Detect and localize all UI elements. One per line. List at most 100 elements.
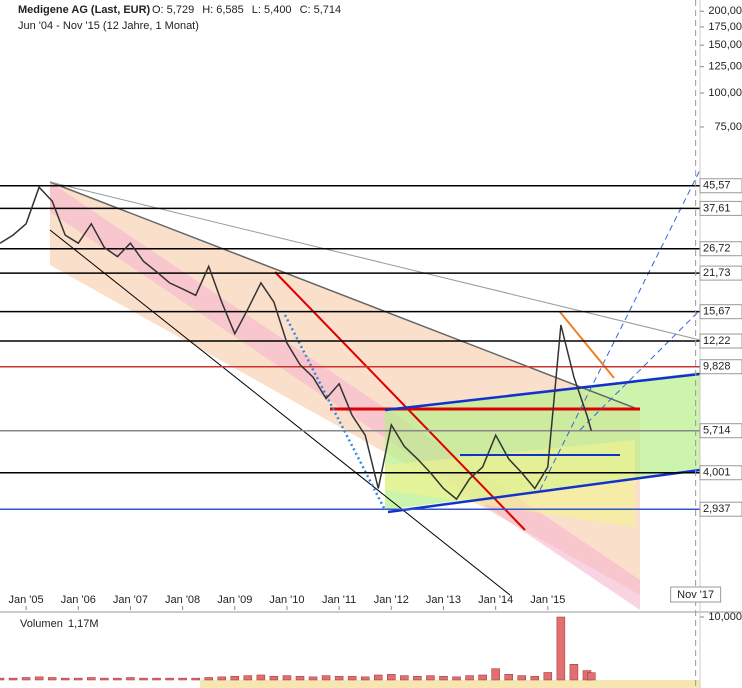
x-tick-label: Jan '08 — [165, 594, 200, 606]
ohlc-value: C: 5,714 — [300, 4, 342, 16]
volume-bar — [530, 675, 540, 681]
volume-bar — [426, 675, 435, 681]
level-label-box — [699, 501, 742, 517]
trend-line — [384, 372, 701, 412]
marker-label: Nov '17 — [677, 589, 714, 601]
level-label: 12,22 — [703, 335, 731, 347]
volume-bar — [452, 676, 461, 681]
level-label-box — [699, 241, 742, 257]
x-tick-label: Jan '13 — [426, 594, 461, 606]
level-label: 37,61 — [703, 202, 731, 214]
level-label: 15,67 — [703, 306, 731, 318]
volume-bar — [400, 675, 409, 681]
y-tick-label: 100,00 — [708, 87, 742, 99]
volume-bar — [360, 676, 370, 681]
volume-bar — [60, 677, 70, 681]
ohlc-value: O: 5,729 — [152, 4, 194, 16]
volume-last: 1,17M — [68, 618, 99, 630]
volume-bar — [8, 677, 18, 681]
volume-bar — [21, 677, 31, 681]
y-tick-label: 175,00 — [708, 21, 742, 33]
level-label-box — [699, 200, 742, 216]
chart-title: Medigene AG (Last, EUR) — [18, 4, 151, 16]
trend-line — [49, 229, 511, 596]
volume-bar — [256, 674, 266, 681]
y-tick-label: 125,00 — [708, 61, 742, 73]
level-label-box — [699, 423, 742, 439]
volume-bar — [295, 675, 305, 681]
x-tick-label: Jan '06 — [61, 594, 96, 606]
marker-box — [670, 586, 722, 603]
volume-bar — [152, 677, 161, 681]
volume-bar — [465, 675, 474, 681]
volume-bar — [504, 674, 513, 681]
volume-bar — [269, 675, 279, 681]
ohlc-value: H: 6,585 — [202, 4, 244, 16]
level-label: 45,57 — [703, 180, 731, 192]
volume-bar — [126, 677, 135, 681]
x-tick-label: Jan '12 — [374, 594, 409, 606]
level-label: 2,937 — [703, 503, 731, 515]
volume-bar — [517, 675, 526, 681]
trend-line — [559, 311, 615, 379]
volume-bar — [74, 677, 83, 681]
volume-bar — [478, 674, 487, 681]
level-label: 5,714 — [703, 425, 731, 437]
volume-bar — [204, 677, 213, 681]
trend-line — [387, 468, 701, 514]
x-tick-label: Jan '11 — [322, 594, 356, 606]
volume-bar — [439, 675, 448, 681]
volume-bar — [387, 674, 396, 681]
ohlc-value: L: 5,400 — [252, 4, 292, 16]
level-label-box — [699, 359, 742, 375]
volume-bar — [321, 675, 331, 681]
level-label-box — [699, 304, 742, 320]
price-line — [0, 185, 593, 501]
volume-bar — [556, 616, 566, 681]
trend-line — [49, 181, 641, 411]
x-tick-label: Jan '10 — [269, 594, 304, 606]
volume-bar — [334, 675, 344, 681]
volume-tick-label: 10,000 — [708, 611, 742, 623]
volume-bar — [243, 675, 253, 681]
volume-bar — [100, 677, 109, 681]
level-label-box — [699, 333, 742, 349]
volume-bar — [191, 677, 200, 681]
volume-bar — [587, 672, 596, 681]
x-tick-label: Jan '14 — [478, 594, 513, 606]
x-tick-label: Jan '09 — [217, 594, 252, 606]
volume-bar — [308, 676, 318, 681]
trend-line — [579, 309, 701, 431]
volume-bar — [87, 677, 96, 681]
trend-line — [274, 271, 526, 531]
volume-bar — [543, 672, 553, 681]
chart-subtitle: Jun '04 - Nov '15 (12 Jahre, 1 Monat) — [18, 20, 199, 32]
x-tick-label: Jan '07 — [113, 594, 148, 606]
x-tick-label: Jan '05 — [9, 594, 44, 606]
volume-bar — [491, 668, 500, 681]
level-label-box — [699, 178, 742, 194]
y-tick-label: 200,00 — [708, 5, 742, 17]
volume-strip — [200, 680, 700, 688]
volume-bar — [282, 675, 292, 681]
volume-bar — [347, 675, 357, 681]
volume-bar — [413, 675, 422, 681]
volume-bar — [230, 675, 240, 681]
y-tick-label: 75,00 — [714, 121, 742, 133]
trend-line — [283, 314, 387, 511]
x-tick-label: Jan '15 — [530, 594, 565, 606]
level-label-box — [699, 465, 742, 481]
volume-bar — [113, 677, 122, 681]
volume-bar — [569, 664, 579, 681]
volume-bar — [139, 677, 148, 681]
level-label: 9,828 — [703, 361, 731, 373]
volume-bar — [47, 677, 57, 681]
volume-bar — [34, 676, 44, 681]
level-label-box — [699, 265, 742, 281]
level-label: 21,73 — [703, 267, 731, 279]
y-tick-label: 150,00 — [708, 39, 742, 51]
volume-bar — [374, 674, 383, 681]
level-label: 26,72 — [703, 243, 731, 255]
